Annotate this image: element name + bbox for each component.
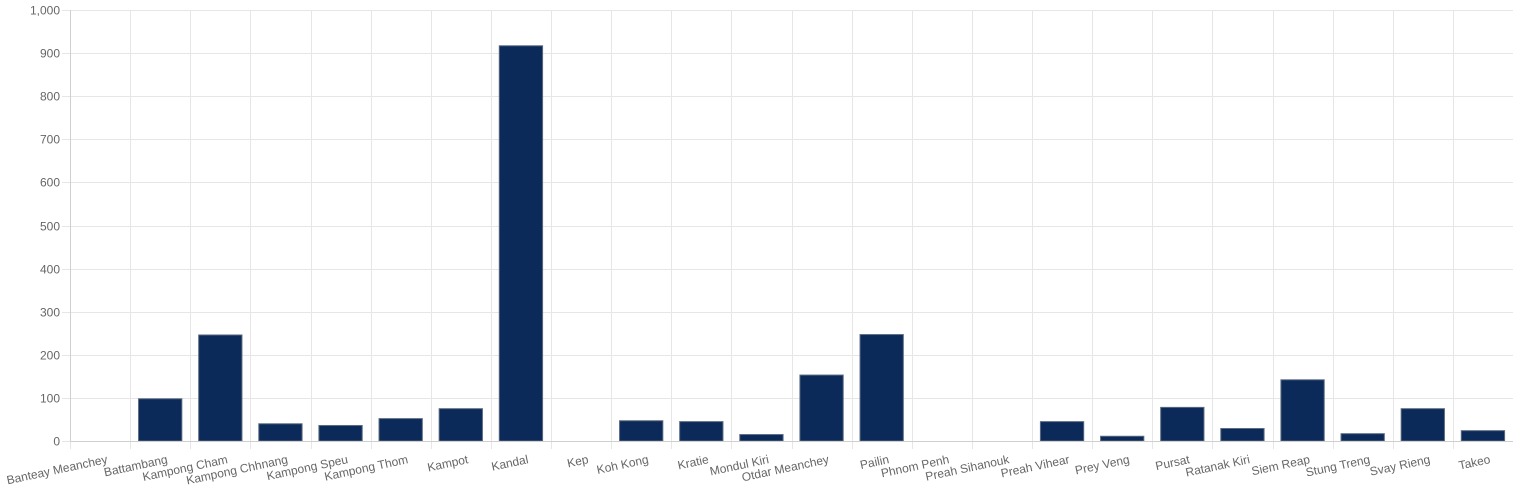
bar-mondul-kiri: [739, 434, 784, 442]
y-tick-label: 0: [53, 435, 60, 449]
x-tick-label: Prey Veng: [1074, 452, 1131, 477]
y-tick-label: 400: [40, 263, 60, 277]
y-tick-label: 200: [40, 349, 60, 363]
x-tick-label: Banteay Meanchey: [5, 452, 108, 487]
bar-kampot: [438, 408, 483, 442]
bar-svay-rieng: [1400, 408, 1445, 442]
bar-kampong-cham: [198, 334, 243, 442]
y-tick-label: 700: [40, 133, 60, 147]
bar-kampong-chhnang: [258, 423, 303, 442]
x-tick-label: Stung Treng: [1304, 452, 1371, 479]
bar-kratie: [679, 421, 724, 442]
bar-prey-veng: [1100, 435, 1145, 442]
bar-kampong-thom: [378, 418, 423, 442]
x-tick-label: Kandal: [490, 452, 529, 473]
bar-koh-kong: [619, 420, 664, 442]
bars: [138, 45, 1506, 442]
x-tick-label: Preah Vihear: [999, 452, 1070, 480]
x-tick-label: Pailin: [859, 452, 891, 472]
bar-pailin: [859, 334, 904, 442]
y-tick-label: 800: [40, 90, 60, 104]
x-tick-label: Siem Reap: [1250, 452, 1311, 478]
y-tick-label: 300: [40, 306, 60, 320]
bar-kampong-speu: [318, 424, 363, 442]
bar-takeo: [1460, 430, 1506, 442]
x-tick-label: Kep: [566, 452, 590, 470]
y-tick-label: 600: [40, 176, 60, 190]
y-tick-label: 100: [40, 392, 60, 406]
x-tick-label: Kampot: [426, 452, 470, 474]
bar-stung-treng: [1340, 433, 1385, 442]
bar-otdar-meanchey: [799, 374, 844, 442]
bar-pursat: [1160, 406, 1205, 442]
bar-kandal: [498, 45, 544, 442]
bar-battambang: [138, 398, 183, 442]
x-tick-label: Kratie: [676, 452, 710, 472]
x-tick-label: Takeo: [1457, 452, 1492, 472]
bar-ratanak-kiri: [1220, 428, 1265, 442]
bar-preah-vihear: [1039, 421, 1085, 442]
y-tick-label: 500: [40, 220, 60, 234]
x-tick-label: Svay Rieng: [1368, 452, 1431, 478]
y-tick-label: 1,000: [30, 4, 60, 18]
y-tick-label: 900: [40, 47, 60, 61]
y-axis: 0 100 200 300 400 500 600 700 800 900 1,000: [30, 4, 71, 449]
bar-siem-reap: [1280, 379, 1325, 442]
x-tick-label: Koh Kong: [595, 452, 649, 477]
x-tick-label: Ratanak Kiri: [1184, 452, 1251, 479]
